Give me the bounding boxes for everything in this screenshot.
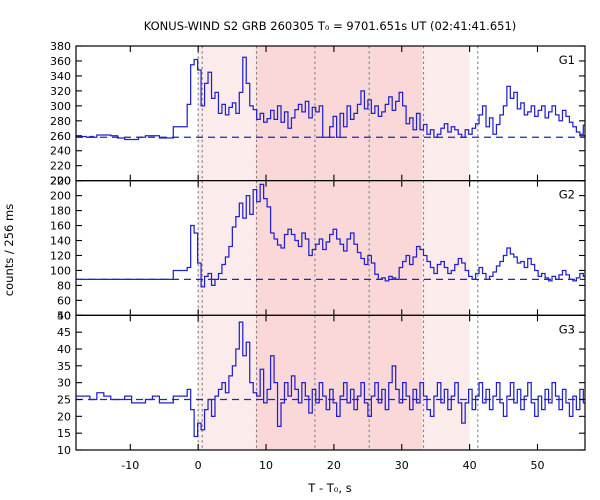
y-tick-label: 180 bbox=[50, 205, 71, 218]
y-tick-label: 340 bbox=[50, 70, 71, 83]
y-tick-label: 380 bbox=[50, 40, 71, 53]
y-tick-label: 200 bbox=[50, 190, 71, 203]
x-axis-ticks: -10 0 10 20 30 40 50 bbox=[121, 459, 544, 472]
panel-label-g2: G2 bbox=[559, 188, 575, 202]
y-tick-label: 200 bbox=[50, 175, 71, 188]
y-tick-label: 40 bbox=[57, 343, 71, 356]
y-tick-label: 100 bbox=[50, 264, 71, 277]
shaded-band bbox=[255, 46, 423, 181]
y-tick-label: 80 bbox=[57, 279, 71, 292]
x-tick-label: 0 bbox=[195, 459, 202, 472]
y-tick-label: 60 bbox=[57, 294, 71, 307]
y-tick-label: 280 bbox=[50, 115, 71, 128]
shaded-band bbox=[422, 180, 470, 316]
y-tick-label: 45 bbox=[57, 326, 71, 339]
shaded-band bbox=[198, 180, 256, 316]
y-tick-label: 35 bbox=[57, 360, 71, 373]
shaded-band bbox=[422, 315, 470, 450]
lightcurve-trace bbox=[76, 321, 585, 438]
y-tick-label: 300 bbox=[50, 100, 71, 113]
panel-g3: 10 15 20 25 30 35 40 45 50 G3 bbox=[57, 309, 586, 457]
shaded-band bbox=[198, 46, 256, 181]
lightcurve-trace bbox=[76, 56, 585, 141]
shaded-band bbox=[422, 46, 470, 181]
y-tick-label: 260 bbox=[50, 130, 71, 143]
y-axis-title: counts / 256 ms bbox=[2, 204, 16, 296]
y-tick-label: 25 bbox=[57, 394, 71, 407]
y-tick-label: 50 bbox=[57, 309, 71, 322]
x-tick-label: 10 bbox=[259, 459, 273, 472]
panel-label-g3: G3 bbox=[559, 322, 575, 336]
y-tick-label: 120 bbox=[50, 249, 71, 262]
x-tick-label: 40 bbox=[463, 459, 477, 472]
panels-group: 200220240260280300320340360380G140608010… bbox=[50, 40, 586, 457]
shaded-band bbox=[255, 315, 423, 450]
y-tick-label: 220 bbox=[50, 175, 71, 188]
lightcurve-trace bbox=[76, 183, 585, 288]
y-tick-label: 15 bbox=[57, 427, 71, 440]
y-tick-label: 240 bbox=[50, 145, 71, 158]
shaded-band bbox=[198, 315, 256, 450]
y-tick-label: 30 bbox=[57, 377, 71, 390]
x-tick-label: -10 bbox=[121, 459, 139, 472]
chart-title: KONUS-WIND S2 GRB 260305 T₀ = 9701.651s … bbox=[144, 19, 517, 33]
y-tick-label: 220 bbox=[50, 160, 71, 173]
x-tick-label: 20 bbox=[327, 459, 341, 472]
y-tick-label: 360 bbox=[50, 55, 71, 68]
x-tick-label: 30 bbox=[395, 459, 409, 472]
y-tick-label: 40 bbox=[57, 309, 71, 322]
panel-label-g1: G1 bbox=[559, 53, 575, 67]
x-tick-label: 50 bbox=[530, 459, 544, 472]
y-tick-label: 10 bbox=[57, 444, 71, 457]
y-tick-label: 160 bbox=[50, 220, 71, 233]
x-axis-title: T - T₀, s bbox=[307, 481, 351, 495]
y-tick-label: 20 bbox=[57, 410, 71, 423]
y-tick-label: 140 bbox=[50, 235, 71, 248]
y-tick-label: 320 bbox=[50, 85, 71, 98]
